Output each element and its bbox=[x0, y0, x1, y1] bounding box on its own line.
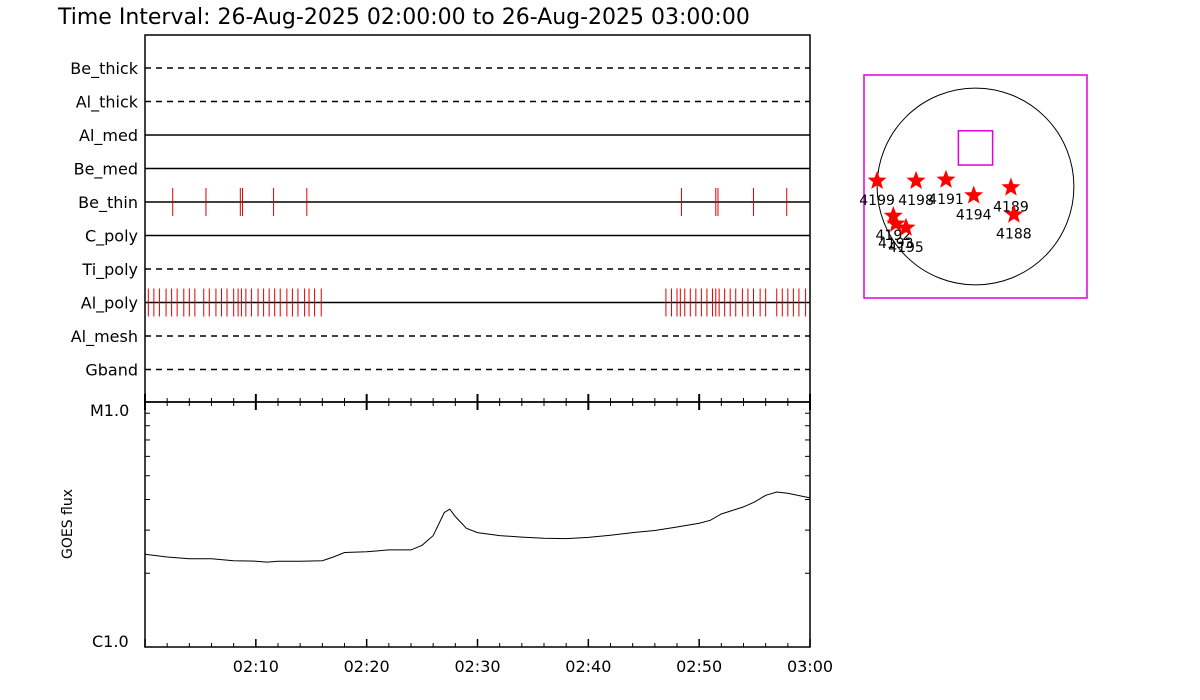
x-tick-labels: 02:10 02:20 02:30 02:40 02:50 03:00 bbox=[233, 657, 833, 676]
channel-label: Ti_poly bbox=[81, 260, 138, 280]
region-star-icon bbox=[964, 185, 984, 204]
channel-label: Al_med bbox=[79, 126, 138, 146]
timeline-frame bbox=[144, 34, 811, 403]
filter-timeline-panel: Be_thick Al_thick Al_med Be_med Be_thin C_pol… bbox=[70, 34, 811, 403]
region-star-icon bbox=[886, 213, 906, 232]
y-tick-label-top: M1.0 bbox=[90, 401, 129, 420]
channel-label: Be_med bbox=[74, 160, 138, 180]
channel-label: Be_thin bbox=[78, 193, 138, 213]
goes-flux-line bbox=[144, 491, 811, 563]
x-tick-label: 03:00 bbox=[787, 657, 833, 676]
region-label: 4199 bbox=[859, 193, 895, 209]
channel-label: Be_thick bbox=[70, 59, 138, 79]
map-frame bbox=[863, 74, 1088, 299]
region-star-icon bbox=[867, 170, 887, 189]
channel-label: Al_thick bbox=[76, 93, 139, 113]
region-star-icon bbox=[936, 169, 956, 188]
region-label: 4191 bbox=[928, 192, 964, 208]
x-tick-label: 02:40 bbox=[565, 657, 611, 676]
channel-label: Al_poly bbox=[81, 294, 138, 314]
region-label: 4188 bbox=[996, 227, 1032, 243]
region-star-icon bbox=[1001, 177, 1021, 196]
y-tick-label-bottom: C1.0 bbox=[92, 632, 129, 651]
region-star-icon bbox=[896, 217, 916, 236]
region-label: 4195 bbox=[888, 240, 924, 256]
xrt-fov-box bbox=[957, 130, 994, 166]
region-star-icon bbox=[906, 170, 926, 189]
region-label: 4198 bbox=[898, 193, 934, 209]
region-star-icon bbox=[883, 206, 903, 225]
solar-limb-circle bbox=[876, 87, 1075, 286]
x-tick-label: 02:20 bbox=[344, 657, 390, 676]
channel-label: Gband bbox=[85, 361, 138, 380]
filter-channels: Be_thick Al_thick Al_med Be_med Be_thin C_pol… bbox=[70, 59, 810, 380]
region-label: 4194 bbox=[956, 207, 992, 223]
goes-axis-ticks bbox=[144, 394, 811, 647]
goes-flux-panel: M1.0 C1.0 GOES flux 02:10 02:20 02:30 02:40… bbox=[60, 394, 833, 676]
x-tick-label: 02:30 bbox=[454, 657, 500, 676]
time-interval-title: Time Interval: 26-Aug-2025 02:00:00 to 2… bbox=[57, 5, 750, 30]
x-tick-label: 02:10 bbox=[233, 657, 279, 676]
channel-label: C_poly bbox=[85, 227, 138, 247]
y-axis-label: GOES flux bbox=[60, 489, 76, 559]
region-star-icon bbox=[1004, 204, 1024, 223]
region-label: 4193 bbox=[878, 236, 914, 252]
x-tick-label: 02:50 bbox=[676, 657, 722, 676]
channel-label: Al_mesh bbox=[71, 327, 138, 347]
goes-frame bbox=[144, 401, 811, 648]
